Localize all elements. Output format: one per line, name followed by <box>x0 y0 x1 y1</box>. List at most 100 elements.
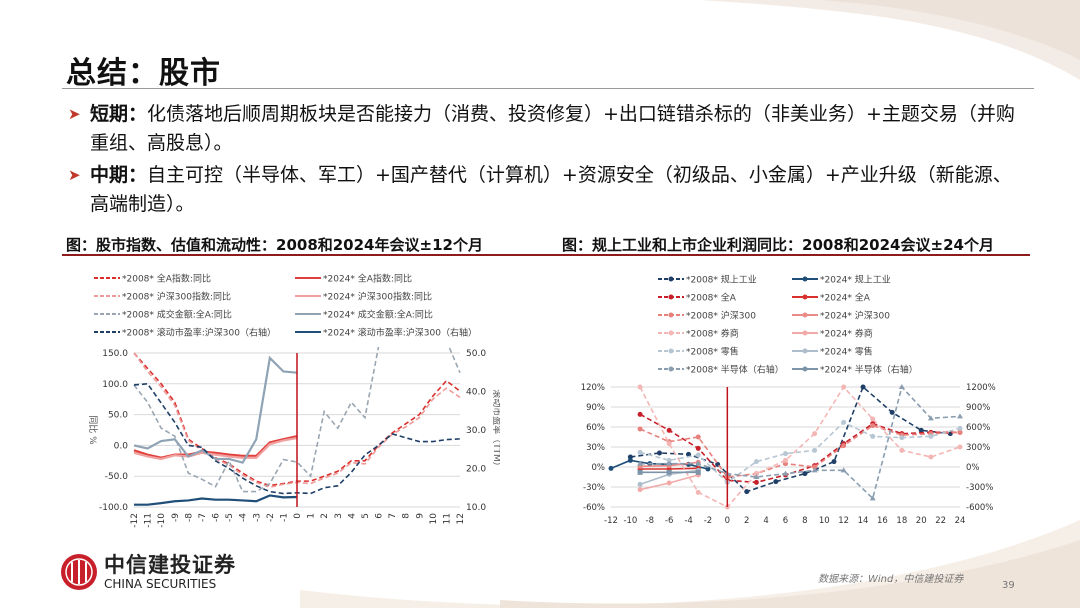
x-tick-label: 4 <box>763 516 768 526</box>
legend-marker <box>668 330 674 336</box>
x-tick-label: 8 <box>402 513 412 519</box>
legend-label: *2024* 规上工业 <box>820 275 891 286</box>
data-point <box>695 434 701 440</box>
x-tick-label: 4 <box>347 513 357 519</box>
x-tick-label: -10 <box>623 516 637 526</box>
data-point <box>637 384 643 390</box>
legend-marker <box>802 276 808 282</box>
y2-tick-label: 0% <box>966 463 980 473</box>
x-tick-label: 12 <box>838 516 849 526</box>
series-line <box>133 436 298 461</box>
legend-label: *2024* 半导体（右轴） <box>820 364 918 376</box>
legend-label: *2008* 半导体（右轴） <box>686 364 784 376</box>
bullet-list: ➤ 短期：化债落地后顺周期板块是否能接力（消费、投资修复）+出口链错杀标的（非美… <box>66 100 1026 219</box>
legend-label: *2008* 券商 <box>686 328 739 340</box>
series-line <box>133 347 380 493</box>
data-point <box>753 471 759 477</box>
x-tick-label: -6 <box>665 516 673 526</box>
data-point <box>783 451 788 457</box>
y-tick-label: -30% <box>583 483 605 493</box>
title-divider <box>62 88 1034 89</box>
x-tick-label: 16 <box>877 516 888 526</box>
legend-label: *2008* 全A <box>686 292 737 304</box>
bullet-key: 中期： <box>90 164 148 186</box>
legend-label: *2008* 全A指数:同比 <box>122 273 211 285</box>
x-tick-label: -3 <box>252 513 262 522</box>
series-line <box>639 424 961 478</box>
data-point <box>899 435 905 441</box>
legend-marker <box>802 312 808 318</box>
x-tick-label: -4 <box>684 516 692 526</box>
data-point <box>840 467 847 473</box>
y-tick-label: -50.0 <box>105 472 129 482</box>
logo-emblem-icon <box>61 554 97 590</box>
legend-label: *2008* 规上工业 <box>686 275 757 286</box>
arrow-bullet-icon: ➤ <box>68 105 81 123</box>
data-point <box>841 419 847 425</box>
data-point <box>773 479 779 485</box>
legend-label: *2008* 零售 <box>686 346 739 358</box>
data-point <box>957 425 963 431</box>
legend-label: *2024* 全A <box>820 292 871 304</box>
x-tick-label: 5 <box>361 513 371 519</box>
data-point <box>666 469 672 475</box>
y2-tick-label: -600% <box>966 503 993 513</box>
data-point <box>753 459 759 465</box>
data-point <box>753 479 759 485</box>
x-tick-label: -9 <box>171 513 181 522</box>
data-point <box>870 416 876 422</box>
data-point <box>783 457 788 463</box>
y-tick-label: 30% <box>586 443 605 453</box>
legend-label: *2024* 滚动市盈率:沪深300（右轴） <box>323 327 477 339</box>
legend-marker <box>802 366 808 372</box>
x-tick-label: 22 <box>935 516 946 526</box>
data-point <box>666 480 672 486</box>
x-tick-label: 6 <box>375 513 385 519</box>
series-line <box>639 421 961 484</box>
y-tick-label: 60% <box>586 423 605 433</box>
x-tick-label: 11 <box>442 513 452 524</box>
x-tick-label: 2 <box>744 516 749 526</box>
y-tick-label: 100.0 <box>102 380 128 390</box>
x-tick-label: -5 <box>225 513 235 522</box>
data-point <box>927 415 934 421</box>
data-point <box>802 471 808 477</box>
y-tick-label: 0% <box>592 463 606 473</box>
data-point <box>812 431 818 437</box>
x-tick-label: 2 <box>320 513 330 519</box>
data-point <box>841 384 847 390</box>
x-tick-label: -2 <box>266 513 276 522</box>
x-tick-label: 0 <box>725 516 730 526</box>
y2-tick-label: 20.0 <box>466 465 486 475</box>
y2-tick-label: 1200% <box>966 383 996 393</box>
y2-tick-label: 600% <box>966 423 990 433</box>
x-tick-label: 8 <box>802 516 807 526</box>
data-point <box>666 460 673 466</box>
data-point <box>898 384 905 389</box>
y-tick-label: -60% <box>583 503 605 513</box>
y-tick-label: 50.0 <box>108 411 128 421</box>
data-point <box>695 445 701 451</box>
x-tick-label: 6 <box>783 516 788 526</box>
x-tick-label: -2 <box>704 516 712 526</box>
data-point <box>860 384 866 390</box>
data-point <box>831 459 837 465</box>
data-point <box>753 474 760 479</box>
data-point <box>637 426 643 432</box>
data-point <box>889 409 895 415</box>
x-tick-label: -7 <box>198 513 208 522</box>
data-point <box>812 447 818 453</box>
data-point <box>608 465 614 471</box>
logo-english: CHINA SECURITIES <box>104 576 217 591</box>
company-logo: 中信建投证券 CHINA SECURITIES <box>60 553 236 591</box>
series-line <box>640 385 961 500</box>
x-tick-label: -4 <box>239 513 249 522</box>
legend-label: *2008* 滚动市盈率:沪深300（右轴） <box>122 327 276 339</box>
data-point <box>666 427 672 433</box>
data-point <box>666 457 672 463</box>
legend-label: *2008* 成交金额:全A:同比 <box>122 309 232 321</box>
data-point <box>637 460 644 466</box>
y2-tick-label: 300% <box>966 443 990 453</box>
series-line <box>448 347 461 374</box>
data-point <box>928 454 934 460</box>
